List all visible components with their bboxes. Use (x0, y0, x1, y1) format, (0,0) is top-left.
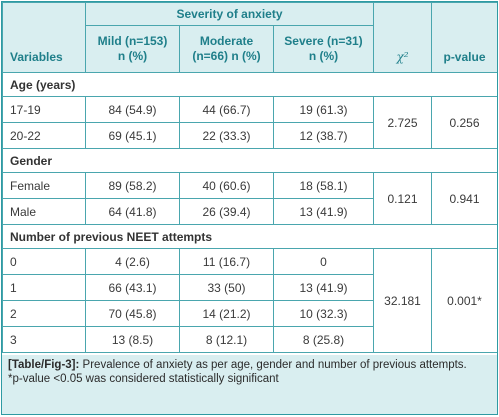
row-label: 3 (2, 326, 86, 353)
table-caption: [Table/Fig-3]: Prevalence of anxiety as … (2, 355, 497, 414)
moderate-cell: 26 (39.4) (179, 198, 274, 225)
severe-cell: 12 (38.7) (273, 122, 374, 149)
moderate-header: Moderate (n=66) n (%) (179, 25, 274, 73)
moderate-cell: 8 (12.1) (179, 326, 274, 353)
section-title: Number of previous NEET attempts (2, 224, 497, 249)
severe-header: Severe (n=31) n (%) (273, 25, 374, 73)
caption-note: *p-value <0.05 was considered statistica… (8, 373, 279, 385)
table-row: 17-19 84 (54.9) 44 (66.7) 19 (61.3) 2.72… (2, 96, 497, 149)
severe-cell: 18 (58.1) (273, 172, 374, 199)
mild-cell: 69 (45.1) (85, 122, 180, 149)
mild-cell: 66 (43.1) (85, 274, 180, 301)
row-label: Female (2, 172, 86, 199)
row-label: 20-22 (2, 122, 86, 149)
mild-cell: 89 (58.2) (85, 172, 180, 199)
severe-cell: 13 (41.9) (273, 198, 374, 225)
table-row: 0 4 (2.6) 11 (16.7) 0 32.181 0.001* (2, 248, 497, 353)
section-title: Gender (2, 148, 497, 173)
moderate-cell: 40 (60.6) (179, 172, 274, 199)
severe-cell: 13 (41.9) (273, 274, 374, 301)
mild-header: Mild (n=153) n (%) (85, 25, 180, 73)
p-value-cell: 0.256 (431, 96, 497, 149)
p-value-cell: 0.001* (431, 248, 497, 353)
p-value-cell: 0.941 (431, 172, 497, 225)
moderate-cell: 33 (50) (179, 274, 274, 301)
row-label: 2 (2, 300, 86, 327)
mild-cell: 13 (8.5) (85, 326, 180, 353)
table-row: 2 70 (45.8) 14 (21.2) 10 (32.3) (2, 300, 498, 327)
severity-header: Severity of anxiety (85, 2, 374, 26)
chi-square-cell: 0.121 (373, 172, 432, 225)
mild-unit: n (%) (117, 49, 148, 63)
row-label: 1 (2, 274, 86, 301)
section-age: Age (years) (2, 72, 497, 97)
moderate-cell: 14 (21.2) (179, 300, 274, 327)
section-title: Age (years) (2, 72, 497, 97)
moderate-label: Moderate (199, 34, 254, 48)
caption-tag: [Table/Fig-3]: (8, 359, 80, 371)
variables-header: Variables (2, 2, 86, 73)
chi-square-header: χ² (373, 2, 432, 73)
severe-cell: 0 (273, 248, 374, 275)
caption-text: Prevalence of anxiety as per age, gender… (82, 359, 467, 371)
severe-unit: n (%) (308, 49, 339, 63)
section-gender: Gender (2, 148, 497, 173)
chi-square-cell: 32.181 (373, 248, 432, 353)
moderate-unit: (n=66) n (%) (192, 49, 261, 63)
header-row-top: Variables Severity of anxiety χ² p-value (2, 2, 497, 73)
mild-cell: 64 (41.8) (85, 198, 180, 225)
table-row: 1 66 (43.1) 33 (50) 13 (41.9) (2, 274, 498, 301)
table-row: Female 89 (58.2) 40 (60.6) 18 (58.1) 0.1… (2, 172, 497, 225)
mild-label: Mild (n=153) (97, 34, 168, 48)
mild-cell: 84 (54.9) (85, 96, 180, 123)
severe-label: Severe (n=31) (284, 34, 363, 48)
moderate-cell: 22 (33.3) (179, 122, 274, 149)
section-neet: Number of previous NEET attempts (2, 224, 497, 249)
chi-square-cell: 2.725 (373, 96, 432, 149)
p-value-header: p-value (431, 2, 497, 73)
row-label: Male (2, 198, 86, 225)
table-row: 3 13 (8.5) 8 (12.1) 8 (25.8) (2, 326, 498, 353)
anxiety-table: Variables Severity of anxiety χ² p-value… (2, 2, 498, 353)
severe-cell: 8 (25.8) (273, 326, 374, 353)
mild-cell: 70 (45.8) (85, 300, 180, 327)
severe-cell: 19 (61.3) (273, 96, 374, 123)
row-label: 0 (2, 248, 86, 275)
moderate-cell: 44 (66.7) (179, 96, 274, 123)
mild-cell: 4 (2.6) (85, 248, 180, 275)
table-row: Male 64 (41.8) 26 (39.4) 13 (41.9) (2, 198, 498, 225)
moderate-cell: 11 (16.7) (179, 248, 274, 275)
row-label: 17-19 (2, 96, 86, 123)
severe-cell: 10 (32.3) (273, 300, 374, 327)
